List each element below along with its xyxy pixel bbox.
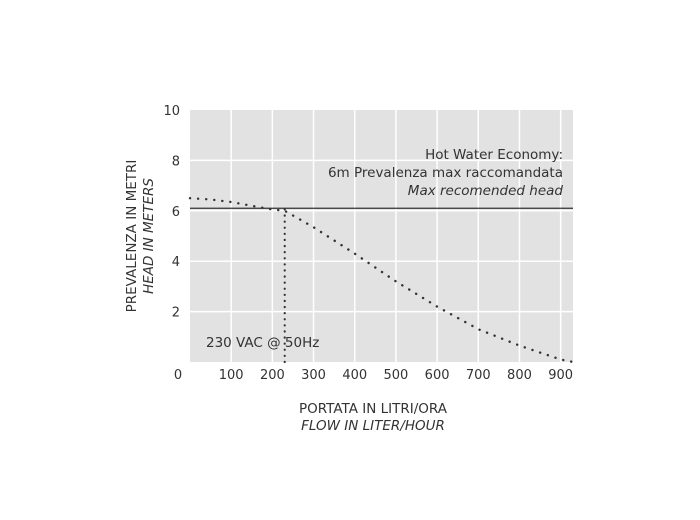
x-tick-600: 600 [425, 368, 450, 383]
y-tick-10: 10 [163, 104, 180, 119]
x-tick-800: 800 [507, 368, 532, 383]
grid-lines [190, 110, 573, 362]
y-axis-title-en: HEAD IN METERS [141, 178, 157, 294]
y-axis-title: PREVALENZA IN METRI [124, 160, 140, 313]
x-tick-labels: 0 100 200 300 400 500 600 700 800 900 [174, 368, 573, 383]
annotation-hot-water-economy: Hot Water Economy: [425, 147, 563, 163]
x-axis-title: PORTATA IN LITRI/ORA [299, 401, 448, 417]
x-tick-0: 0 [174, 368, 182, 383]
x-tick-200: 200 [260, 368, 285, 383]
y-tick-labels: 10 8 6 4 2 [163, 104, 180, 321]
x-axis-title-en: FLOW IN LITER/HOUR [301, 418, 445, 434]
y-tick-8: 8 [172, 154, 180, 169]
y-tick-4: 4 [172, 255, 180, 270]
x-tick-700: 700 [466, 368, 491, 383]
pump-curve-series [188, 197, 575, 364]
y-tick-6: 6 [172, 205, 180, 220]
x-tick-400: 400 [342, 368, 367, 383]
x-tick-900: 900 [548, 368, 573, 383]
x-tick-500: 500 [383, 368, 408, 383]
annotation-max-head-en: Max recomended head [408, 183, 564, 199]
annotation-max-head-it: 6m Prevalenza max raccomandata [328, 165, 563, 181]
series-line-0 [188, 197, 575, 364]
y-tick-2: 2 [172, 306, 180, 321]
x-tick-100: 100 [219, 368, 244, 383]
x-tick-300: 300 [301, 368, 326, 383]
curve-label-voltage: 230 VAC @ 50Hz [206, 335, 319, 351]
plot-background [190, 110, 573, 362]
